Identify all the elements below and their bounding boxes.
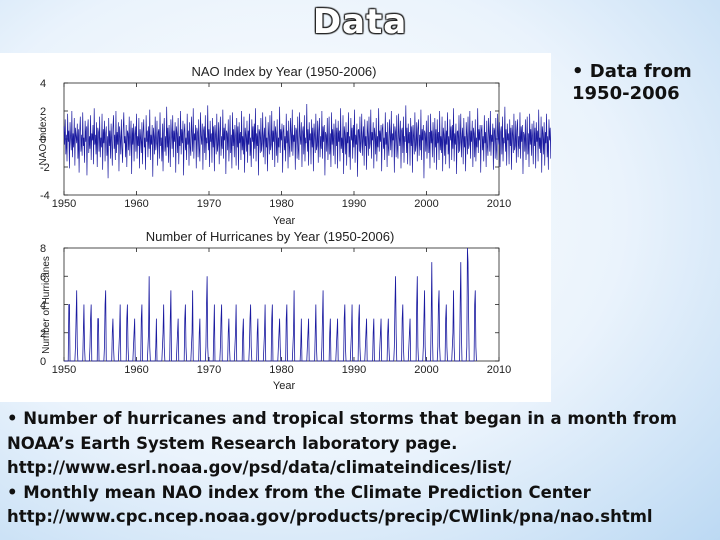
nao-chart: NAO Index by Year (1950-2006) NAO Index … [38,64,551,227]
note-hurricane-source: • Number of hurricanes and tropical stor… [7,409,677,428]
nao-chart-xticks: 1950 1960 1970 1980 1990 2000 2010 [52,83,511,210]
hurricane-chart-ylabel: Number of Hurricanes [41,256,52,354]
nao-chart-ylabel: NAO Index [38,117,49,166]
c2-ytick-label: 4 [40,300,46,312]
c1-xtick-label: 1960 [124,198,148,210]
note-hurricane-url: http://www.esrl.noaa.gov/psd/data/climat… [7,458,512,477]
note-nao-source: • Monthly mean NAO index from the Climat… [7,482,591,502]
note-nao-url: http://www.cpc.ncep.noaa.gov/products/pr… [7,507,653,526]
hurricane-chart-xlabel: Year [273,380,296,392]
hurricane-chart-axes-box [63,247,500,362]
c2-ytick-label: 0 [40,356,46,368]
nao-chart-title: NAO Index by Year (1950-2006) [191,64,376,79]
c1-xtick-label: 2000 [414,198,438,210]
c1-ytick-label: -2 [40,162,50,174]
c2-xtick-label: 1990 [342,364,366,376]
nao-chart-yticks: 4 2 0 -2 -4 [40,78,499,202]
hurricane-chart-title: Number of Hurricanes by Year (1950-2006) [146,229,395,244]
c1-xtick-label: 1980 [269,198,293,210]
c1-xtick-label: 1970 [197,198,221,210]
c1-xtick-label: 1990 [342,198,366,210]
figure-panel: NAO Index by Year (1950-2006) NAO Index … [0,53,551,402]
hurricane-series-line [64,247,477,362]
hurricane-chart: Number of Hurricanes by Year (1950-2006)… [40,229,511,392]
c2-xtick-label: 2000 [414,364,438,376]
figure-svg: NAO Index by Year (1950-2006) NAO Index … [38,64,551,392]
nao-chart-xlabel: Year [273,215,296,227]
c1-ytick-label: -4 [40,190,50,202]
c2-xtick-label: 1970 [197,364,221,376]
hurricane-chart-yticks: 8 6 4 2 0 [40,243,499,368]
c1-ytick-label: 0 [40,134,46,146]
c1-ytick-label: 4 [40,78,46,90]
c1-xtick-label: 2010 [487,198,511,210]
c2-xtick-label: 2010 [487,364,511,376]
notes-block: • Number of hurricanes and tropical stor… [7,407,717,530]
c1-xtick-label: 1950 [52,198,76,210]
c2-ytick-label: 2 [40,328,46,340]
nao-series-line [63,103,551,179]
hurricane-chart-plot [64,247,477,362]
c2-ytick-label: 6 [40,271,46,283]
c2-ytick-label: 8 [40,243,46,255]
side-bullet-data-range: • Data from 1950-2006 [572,61,692,104]
nao-chart-plot [63,103,551,179]
hurricane-chart-xticks: 1950 1960 1970 1980 1990 2000 2010 [52,248,511,376]
note-hurricane-source-cont: NOAA’s Earth System Research laboratory … [7,433,458,453]
c1-ytick-label: 2 [40,106,46,118]
slide-title: Data [312,2,408,42]
c2-xtick-label: 1950 [52,364,76,376]
c2-xtick-label: 1960 [124,364,148,376]
c2-xtick-label: 1980 [269,364,293,376]
